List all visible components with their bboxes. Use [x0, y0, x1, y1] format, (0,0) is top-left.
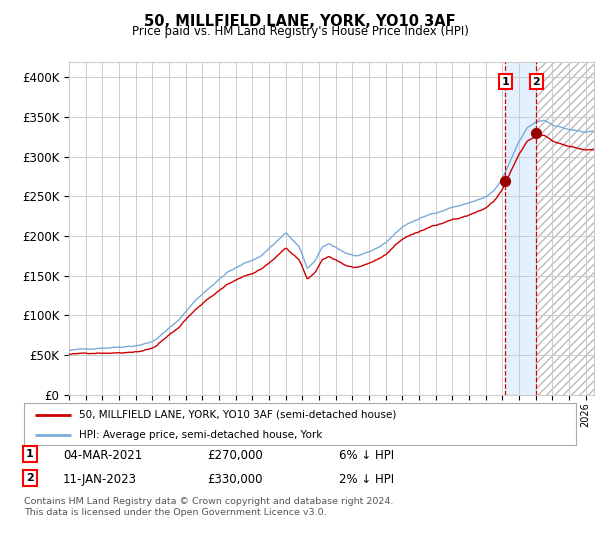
Text: 6% ↓ HPI: 6% ↓ HPI — [339, 449, 394, 462]
Text: 04-MAR-2021: 04-MAR-2021 — [63, 449, 142, 462]
Text: 1: 1 — [26, 449, 34, 459]
Text: Contains HM Land Registry data © Crown copyright and database right 2024.
This d: Contains HM Land Registry data © Crown c… — [24, 497, 394, 517]
Text: 50, MILLFIELD LANE, YORK, YO10 3AF: 50, MILLFIELD LANE, YORK, YO10 3AF — [144, 14, 456, 29]
Bar — [536, 62, 594, 395]
Text: HPI: Average price, semi-detached house, York: HPI: Average price, semi-detached house,… — [79, 430, 323, 440]
Text: £330,000: £330,000 — [207, 473, 263, 486]
Text: 2: 2 — [532, 77, 540, 87]
Text: 2% ↓ HPI: 2% ↓ HPI — [339, 473, 394, 486]
Text: £270,000: £270,000 — [207, 449, 263, 462]
Point — [500, 176, 510, 185]
Text: 50, MILLFIELD LANE, YORK, YO10 3AF (semi-detached house): 50, MILLFIELD LANE, YORK, YO10 3AF (semi… — [79, 409, 397, 419]
Text: 2: 2 — [26, 473, 34, 483]
Text: 11-JAN-2023: 11-JAN-2023 — [63, 473, 137, 486]
Point — [532, 129, 541, 138]
Text: Price paid vs. HM Land Registry's House Price Index (HPI): Price paid vs. HM Land Registry's House … — [131, 25, 469, 38]
Text: 1: 1 — [501, 77, 509, 87]
Bar — [505, 62, 536, 395]
